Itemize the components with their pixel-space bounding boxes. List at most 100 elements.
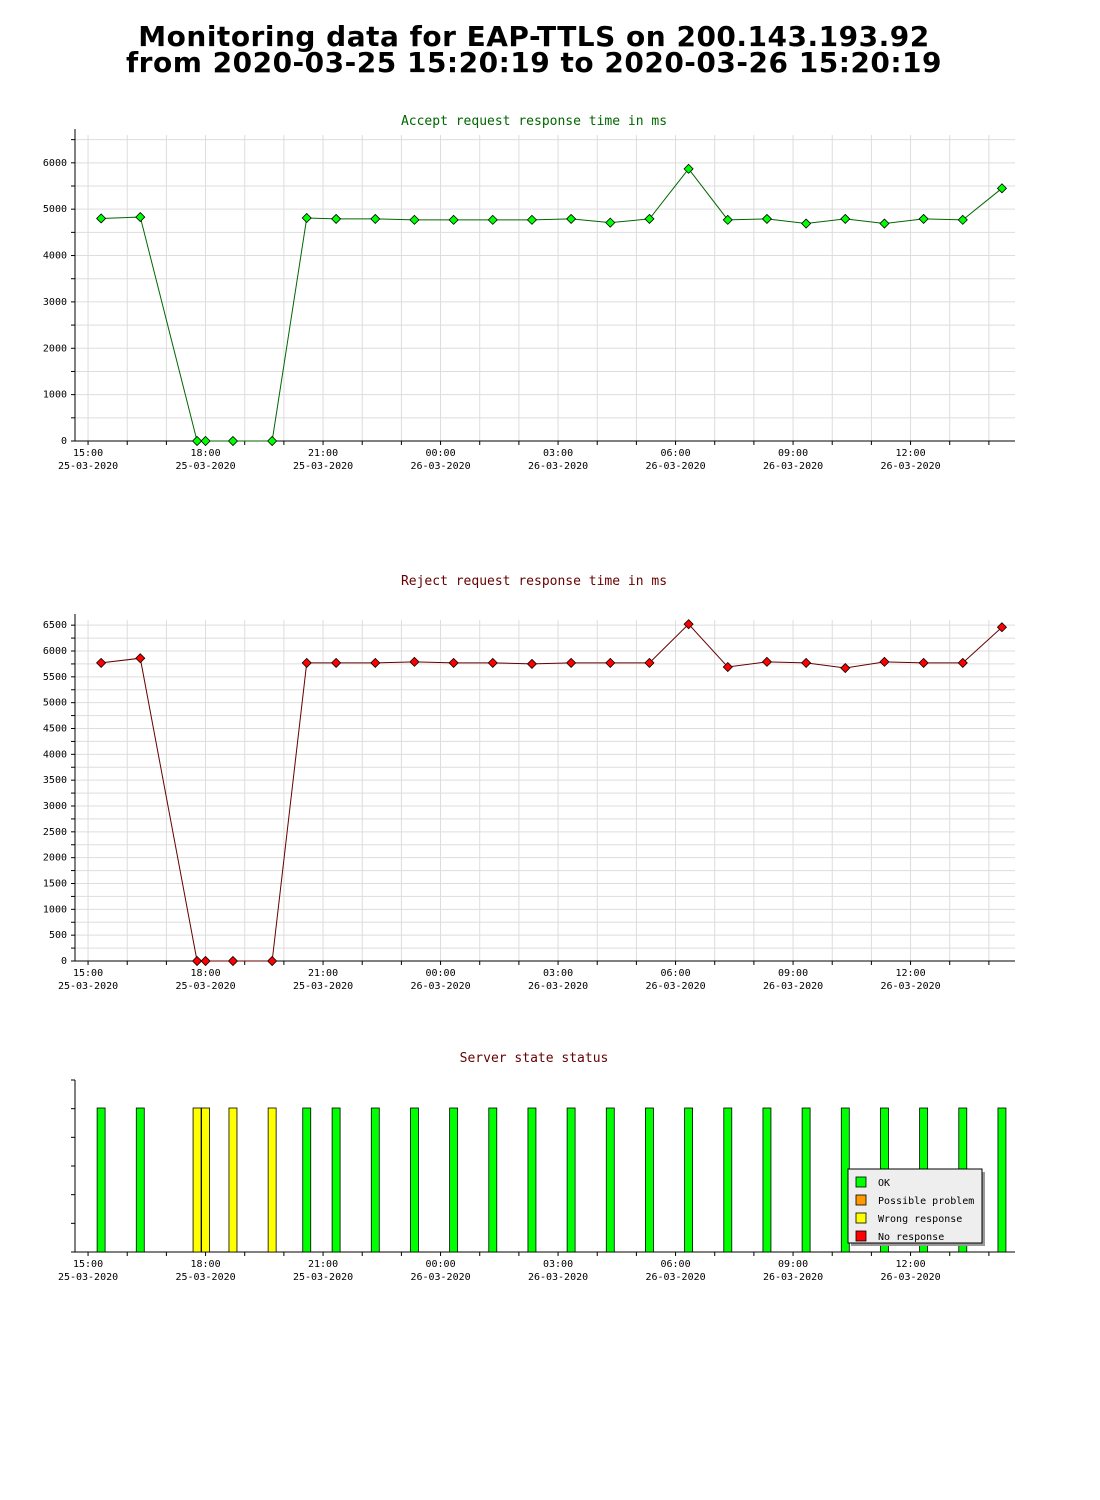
data-point: [96, 657, 107, 668]
legend-swatch: [855, 1230, 867, 1242]
x-tick-label-time: 12:00: [896, 448, 926, 459]
legend-label: Wrong response: [878, 1214, 962, 1225]
data-point: [840, 662, 851, 674]
data-point: [918, 657, 929, 668]
x-tick-label-date: 25-03-2020: [293, 461, 353, 472]
data-point: [370, 657, 381, 668]
data-point: [192, 955, 203, 967]
data-point: [487, 657, 498, 668]
x-tick-label-time: 09:00: [778, 448, 808, 459]
reject-response-chart: Reject request response time in ms 0 500 10…: [43, 574, 1015, 992]
data-point: [605, 657, 616, 668]
data-point: [683, 163, 694, 174]
x-tick-label-date: 26-03-2020: [645, 981, 705, 992]
x-tick-label-date: 25-03-2020: [175, 1272, 235, 1283]
data-point: [526, 214, 538, 225]
data-point: [135, 211, 146, 223]
y-tick-label: 3500: [43, 775, 67, 786]
status-bar: [605, 1107, 615, 1253]
y-tick-label: 4500: [43, 724, 67, 735]
x-tick-label-time: 00:00: [426, 448, 456, 459]
chart-title: Accept request response time in ms: [401, 114, 667, 129]
y-tick-label: 6000: [43, 646, 67, 657]
y-tick-label: 3000: [43, 801, 67, 812]
x-tick-label-time: 03:00: [543, 968, 573, 979]
page-title-line-1: Monitoring data for EAP-TTLS on 200.143.…: [138, 20, 930, 53]
legend-label: Possible problem: [878, 1196, 974, 1207]
x-tick-label-time: 18:00: [191, 968, 221, 979]
data-point: [192, 435, 203, 447]
data-point: [409, 656, 420, 667]
x-tick-label-date: 26-03-2020: [645, 1272, 705, 1283]
status-bar: [201, 1107, 210, 1253]
data-point: [801, 657, 812, 668]
x-tick-label-time: 18:00: [191, 1259, 221, 1270]
legend-swatch: [855, 1194, 867, 1206]
data-point: [761, 656, 773, 667]
data-point: [227, 435, 239, 447]
data-point: [761, 213, 773, 224]
x-tick-label-date: 26-03-2020: [410, 981, 470, 992]
x-tick-label-time: 00:00: [426, 968, 456, 979]
x-tick-label-time: 09:00: [778, 968, 808, 979]
data-point: [487, 214, 498, 225]
x-tick-label-time: 06:00: [661, 968, 691, 979]
x-tick-label-date: 26-03-2020: [763, 461, 823, 472]
x-tick-label-date: 26-03-2020: [880, 981, 940, 992]
status-bar: [228, 1107, 238, 1253]
legend-swatch: [855, 1212, 867, 1224]
data-point: [301, 657, 312, 668]
y-tick-label: 1000: [43, 390, 67, 401]
data-point: [448, 214, 459, 225]
status-bar: [762, 1107, 772, 1253]
data-point: [918, 213, 929, 224]
data-point: [200, 955, 211, 967]
data-point: [409, 214, 420, 225]
legend-label: No response: [878, 1232, 944, 1243]
x-tick-label-date: 26-03-2020: [763, 981, 823, 992]
y-tick-label: 4000: [43, 749, 67, 760]
x-tick-label-time: 15:00: [73, 968, 103, 979]
x-tick-label-time: 03:00: [543, 448, 573, 459]
x-tick-label-date: 26-03-2020: [410, 1272, 470, 1283]
status-bar: [192, 1107, 202, 1253]
y-tick-label: 6000: [43, 158, 67, 169]
x-tick-label-date: 25-03-2020: [175, 981, 235, 992]
y-tick-label: 5500: [43, 672, 67, 683]
status-bar: [684, 1107, 694, 1253]
status-bar: [566, 1107, 576, 1253]
x-tick-label-date: 26-03-2020: [528, 981, 588, 992]
chart-title: Server state status: [460, 1051, 609, 1066]
data-point: [566, 657, 577, 668]
x-tick-label-time: 15:00: [73, 1259, 103, 1270]
y-tick-label: 500: [49, 930, 67, 941]
data-point: [644, 657, 655, 668]
x-tick-label-date: 26-03-2020: [880, 461, 940, 472]
page-title: Monitoring data for EAP-TTLS on 200.143.…: [0, 20, 1068, 77]
y-tick-label: 5000: [43, 204, 67, 215]
x-tick-label-date: 25-03-2020: [58, 461, 118, 472]
y-tick-label: 0: [61, 956, 67, 967]
status-bar: [997, 1107, 1007, 1253]
x-tick-label-time: 21:00: [308, 968, 338, 979]
data-point: [267, 435, 278, 447]
y-tick-label: 2000: [43, 853, 67, 864]
data-point: [301, 212, 312, 224]
y-tick-label: 4000: [43, 251, 67, 262]
server-status-chart: Server state status 15:00 25-03-2020 18:00 2…: [58, 1051, 1015, 1283]
y-tick-label: 6500: [43, 620, 67, 631]
data-point: [879, 656, 890, 667]
status-bar: [645, 1107, 654, 1253]
accept-response-chart: Accept request response time in ms 0 1000 2…: [43, 114, 1015, 472]
status-bar: [488, 1107, 498, 1253]
data-point: [996, 183, 1008, 194]
x-tick-label-time: 12:00: [896, 968, 926, 979]
x-tick-label-time: 00:00: [426, 1259, 456, 1270]
series-line: [101, 623, 1003, 962]
data-point: [200, 435, 211, 447]
y-tick-label: 0: [61, 436, 67, 447]
x-tick-label-date: 25-03-2020: [293, 1272, 353, 1283]
data-point: [566, 213, 577, 224]
status-bar: [801, 1107, 811, 1253]
data-point: [840, 213, 851, 224]
